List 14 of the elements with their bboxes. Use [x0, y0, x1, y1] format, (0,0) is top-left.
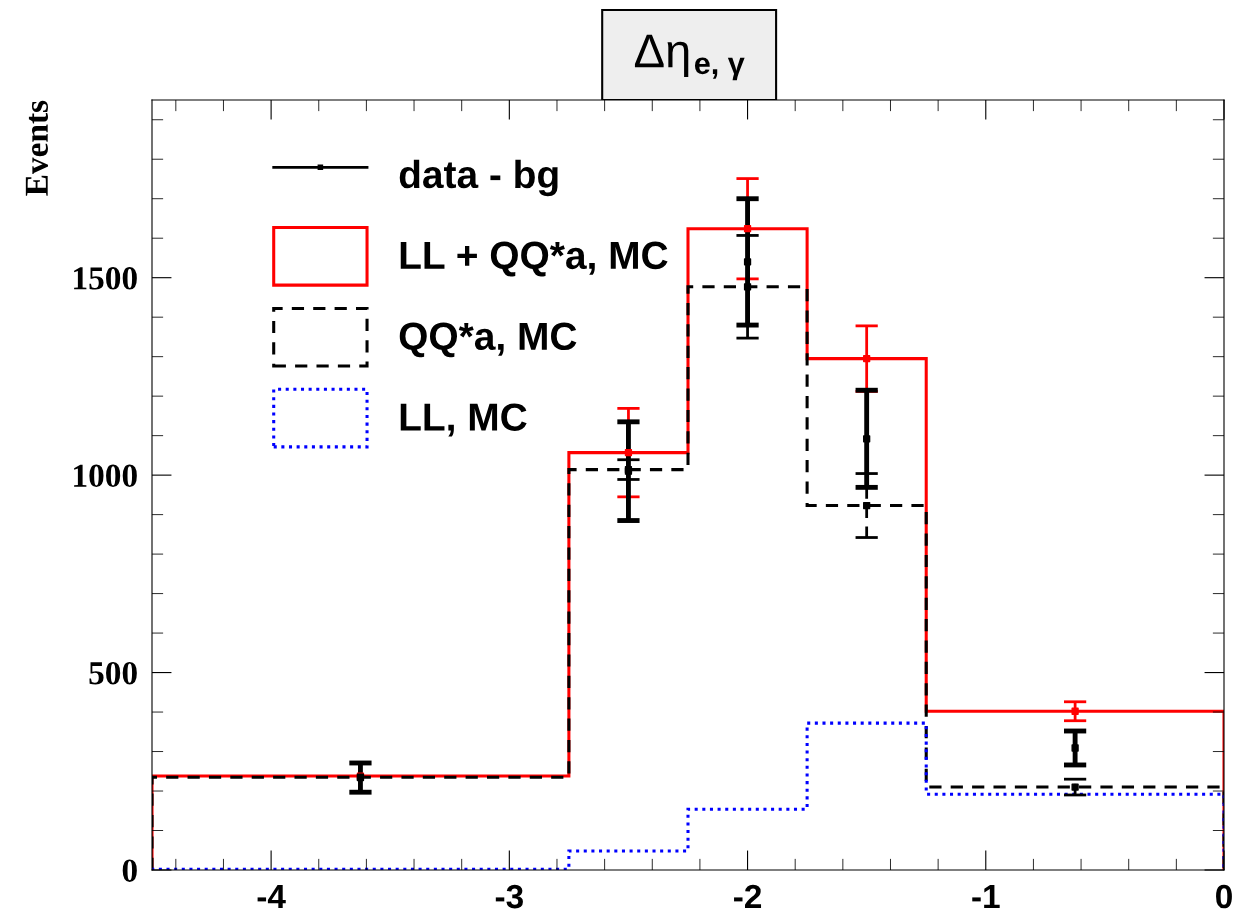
- x-tick-label: -3: [495, 884, 523, 909]
- y-tick-label: 1500: [74, 267, 137, 290]
- legend-label: LL + QQ*a, MC: [400, 241, 668, 277]
- x-tick-label: -4: [257, 885, 286, 909]
- y-tick-label: 500: [89, 661, 137, 685]
- legend-label: QQ*a, MC: [399, 322, 577, 358]
- y-tick-label: 1000: [74, 464, 137, 488]
- y-axis-title: Events: [25, 100, 49, 196]
- x-tick-label: -2: [734, 884, 762, 909]
- legend-label: LL, MC: [400, 403, 527, 437]
- legend-label: data - bg: [399, 159, 558, 197]
- x-tick-label: 0: [1216, 884, 1232, 909]
- y-tick-label: 0: [122, 859, 137, 882]
- x-tick-label: -1: [972, 885, 1000, 909]
